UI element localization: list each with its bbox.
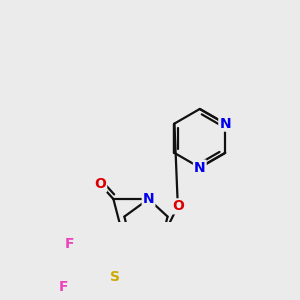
Text: O: O xyxy=(172,200,184,213)
Text: N: N xyxy=(194,160,206,175)
Text: S: S xyxy=(110,270,120,284)
Text: F: F xyxy=(65,237,74,251)
Text: N: N xyxy=(143,192,154,206)
Text: F: F xyxy=(59,280,68,294)
Text: N: N xyxy=(219,117,231,130)
Text: O: O xyxy=(94,177,106,191)
